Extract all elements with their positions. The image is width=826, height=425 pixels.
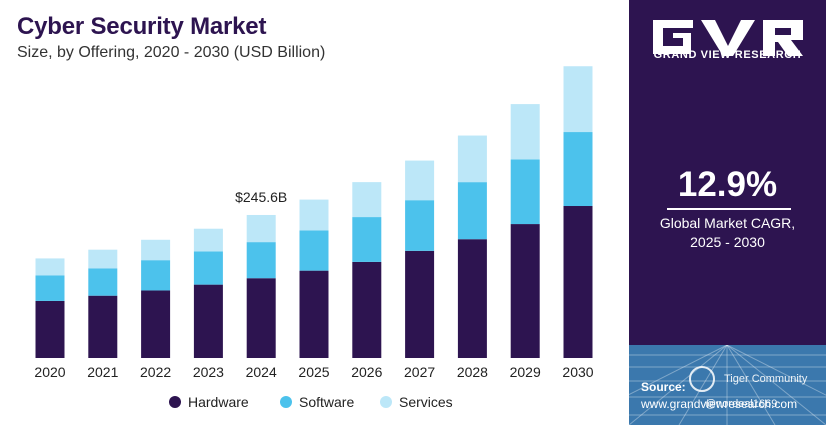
chart-title: Cyber Security Market xyxy=(17,13,267,40)
legend-label-hardware: Hardware xyxy=(188,394,249,410)
cagr-caption-line2: 2025 - 2030 xyxy=(690,234,765,250)
x-tick-label-2026: 2026 xyxy=(351,364,382,380)
bar-hardware-2022 xyxy=(141,290,171,358)
bar-services-2025 xyxy=(299,199,329,231)
legend-swatch-hardware xyxy=(169,396,181,408)
chart-subtitle: Size, by Offering, 2020 - 2030 (USD Bill… xyxy=(17,44,326,61)
bar-services-2020 xyxy=(35,258,65,276)
bar-software-2020 xyxy=(35,275,65,301)
legend-label-services: Services xyxy=(399,394,453,410)
bar-services-2029 xyxy=(510,104,540,160)
bar-services-2027 xyxy=(405,160,435,201)
bar-software-2029 xyxy=(510,159,540,225)
x-tick-label-2025: 2025 xyxy=(298,364,329,380)
bar-software-2030 xyxy=(563,132,593,207)
cagr-caption: Global Market CAGR, 2025 - 2030 xyxy=(629,214,826,252)
legend-swatch-software xyxy=(280,396,292,408)
bar-software-2024 xyxy=(246,242,276,279)
x-tick-label-2028: 2028 xyxy=(457,364,488,380)
bar-software-2023 xyxy=(193,251,223,285)
bar-software-2025 xyxy=(299,230,329,271)
bar-services-2024 xyxy=(246,214,276,243)
x-tick-label-2029: 2029 xyxy=(510,364,541,380)
x-tick-label-2022: 2022 xyxy=(140,364,171,380)
bar-hardware-2021 xyxy=(88,295,118,358)
bar-hardware-2027 xyxy=(405,250,435,358)
bar-services-2021 xyxy=(88,249,118,269)
bars-group xyxy=(35,66,593,358)
watermark-handle: @nordeal1669 xyxy=(705,398,778,410)
bar-software-2022 xyxy=(141,260,171,291)
bar-services-2030 xyxy=(563,66,593,133)
grand-view-research-logo xyxy=(653,20,803,56)
bar-hardware-2023 xyxy=(193,284,223,358)
tiger-logo-icon xyxy=(689,366,715,392)
grid-band-decoration xyxy=(629,345,826,425)
source-url[interactable]: www.grandviewresearch.com xyxy=(641,397,798,411)
side-panel: GRAND VIEW RESEARCH 12.9% Global Market … xyxy=(629,0,826,425)
bar-software-2028 xyxy=(457,182,487,240)
x-tick-label-2020: 2020 xyxy=(34,364,65,380)
cagr-value: 12.9% xyxy=(677,165,778,204)
bar-hardware-2030 xyxy=(563,206,593,358)
x-tick-label-2021: 2021 xyxy=(87,364,118,380)
bar-software-2026 xyxy=(352,217,382,262)
bar-hardware-2025 xyxy=(299,270,329,358)
legend-label-software: Software xyxy=(299,394,354,410)
x-tick-label-2030: 2030 xyxy=(562,364,593,380)
bar-software-2027 xyxy=(405,200,435,251)
bar-hardware-2026 xyxy=(352,261,382,358)
chart-legend: Hardware Software Services xyxy=(169,394,453,410)
bar-services-2028 xyxy=(457,135,487,183)
x-axis-ticks: 2020 2021 2022 2023 2024 2025 2026 2027 2028 2029… xyxy=(34,364,593,380)
brand-name: GRAND VIEW RESEARCH xyxy=(653,49,802,61)
annotations-group: $245.6B xyxy=(235,189,287,205)
bar-services-2023 xyxy=(193,228,223,252)
x-tick-label-2023: 2023 xyxy=(193,364,224,380)
cagr-divider xyxy=(667,208,791,210)
x-tick-label-2024: 2024 xyxy=(246,364,277,380)
watermark-community: Tiger Community xyxy=(724,373,808,385)
cagr-caption-line1: Global Market CAGR, xyxy=(659,215,796,231)
bar-hardware-2028 xyxy=(457,239,487,358)
bar-hardware-2020 xyxy=(35,300,65,358)
bar-services-2022 xyxy=(141,239,171,261)
bar-hardware-2024 xyxy=(246,278,276,358)
bar-services-2026 xyxy=(352,182,382,218)
bar-hardware-2029 xyxy=(510,224,540,358)
bar-software-2021 xyxy=(88,268,118,296)
source-label: Source: xyxy=(641,380,686,394)
legend-swatch-services xyxy=(380,396,392,408)
x-tick-label-2027: 2027 xyxy=(404,364,435,380)
annotation-2024: $245.6B xyxy=(235,189,287,205)
perspective-grid-decoration xyxy=(629,345,826,425)
cyber-security-market-chart: 2020 2021 2022 2023 2024 2025 2026 2027 2028 2029… xyxy=(34,66,594,410)
